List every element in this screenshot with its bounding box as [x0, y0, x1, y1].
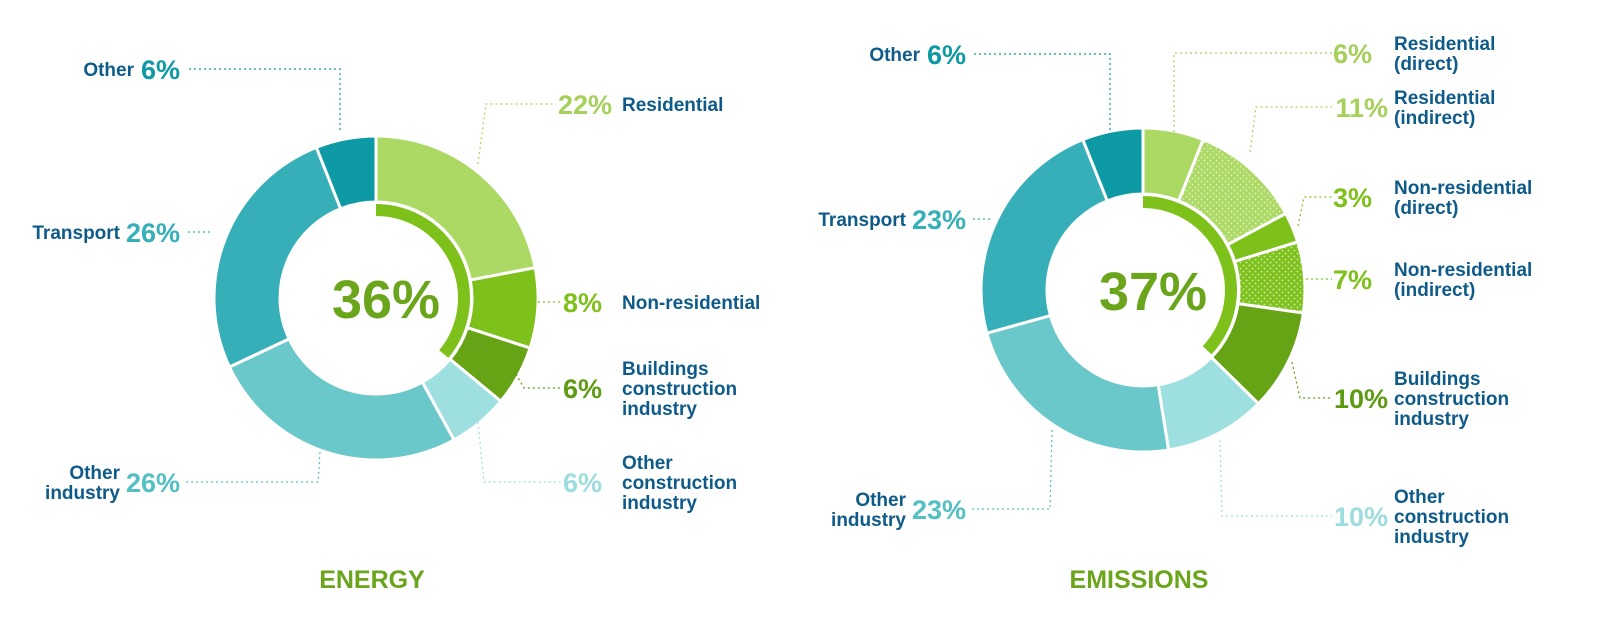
category-label-residential-direct: Residential	[1394, 34, 1495, 55]
leader-line-residential-indirect	[1249, 106, 1332, 153]
leader-line-buildings-construction	[1291, 361, 1332, 399]
category-label-non-residential-direct: (direct)	[1394, 198, 1458, 219]
category-label-buildings-construction: Buildings	[1394, 369, 1481, 390]
category-label-other-industry: industry	[45, 483, 120, 504]
percent-label-other-construction: 6%	[563, 468, 602, 498]
leader-line-other-industry	[972, 429, 1053, 510]
category-label-buildings-construction: construction	[1394, 389, 1509, 410]
leader-line-other	[972, 53, 1111, 130]
category-label-residential-direct: (direct)	[1394, 54, 1458, 75]
category-label-buildings-construction: construction	[622, 379, 737, 400]
category-label-residential-indirect: (indirect)	[1394, 108, 1475, 129]
category-label-other-construction: Other	[1394, 487, 1445, 508]
leader-line-residential-direct	[1173, 52, 1332, 132]
leader-line-buildings-construction	[515, 373, 562, 389]
percent-label-buildings-construction: 6%	[563, 374, 602, 404]
category-label-transport: Transport	[32, 223, 120, 244]
percent-label-transport: 26%	[126, 218, 180, 248]
percent-label-other: 6%	[927, 40, 966, 70]
category-label-non-residential: Non-residential	[622, 293, 760, 314]
category-label-buildings-construction: industry	[1394, 409, 1469, 430]
category-label-non-residential-indirect: (indirect)	[1394, 280, 1475, 301]
percent-label-residential-indirect: 11%	[1335, 93, 1388, 123]
percent-label-other: 6%	[141, 55, 180, 85]
category-label-other: Other	[869, 45, 920, 66]
percent-label-other-construction: 10%	[1334, 502, 1388, 532]
category-label-other-construction: construction	[622, 473, 737, 494]
percent-label-buildings-construction: 10%	[1334, 384, 1388, 414]
leader-line-other	[186, 68, 341, 130]
chart-title: ENERGY	[319, 566, 425, 594]
center-percent: 36%	[332, 270, 440, 330]
category-label-transport: Transport	[818, 210, 906, 231]
category-label-other-industry: Other	[855, 490, 906, 511]
percent-label-other-industry: 23%	[912, 495, 966, 525]
category-label-residential: Residential	[622, 95, 723, 116]
center-percent: 37%	[1099, 262, 1207, 322]
category-label-other: Other	[83, 60, 134, 81]
category-label-other-construction: industry	[622, 493, 697, 514]
percent-label-non-residential: 8%	[563, 288, 602, 318]
category-label-other-industry: industry	[831, 510, 906, 531]
leader-line-non-residential-direct	[1297, 196, 1332, 227]
percent-label-non-residential-direct: 3%	[1333, 183, 1372, 213]
leader-line-other-industry	[186, 451, 321, 483]
leader-line-other-construction	[1219, 439, 1332, 517]
leader-line-residential	[477, 103, 556, 165]
energy-chart: 36% ENERGY 22% Residential 8% Non-residential…	[32, 55, 760, 594]
percent-label-transport: 23%	[912, 205, 966, 235]
category-label-non-residential-direct: Non-residential	[1394, 178, 1532, 199]
category-label-buildings-construction: industry	[622, 399, 697, 420]
chart-title: EMISSIONS	[1070, 566, 1209, 594]
category-label-non-residential-indirect: Non-residential	[1394, 260, 1532, 281]
inner-ring-value	[1143, 196, 1238, 355]
category-label-other-construction: industry	[1394, 527, 1469, 548]
percent-label-other-industry: 26%	[126, 468, 180, 498]
category-label-other-construction: construction	[1394, 507, 1509, 528]
inner-ring-value	[376, 204, 470, 358]
category-label-other-construction: Other	[622, 453, 673, 474]
percent-label-non-residential-indirect: 7%	[1333, 265, 1372, 295]
category-label-residential-indirect: Residential	[1394, 88, 1495, 109]
percent-label-residential: 22%	[558, 90, 612, 120]
category-label-other-industry: Other	[69, 463, 120, 484]
slice-transport	[979, 137, 1110, 336]
category-label-buildings-construction: Buildings	[622, 359, 709, 380]
percent-label-residential-direct: 6%	[1333, 39, 1372, 69]
slice-other-industry	[227, 336, 457, 462]
slice-transport	[212, 145, 343, 369]
leader-line-other-construction	[477, 421, 562, 483]
